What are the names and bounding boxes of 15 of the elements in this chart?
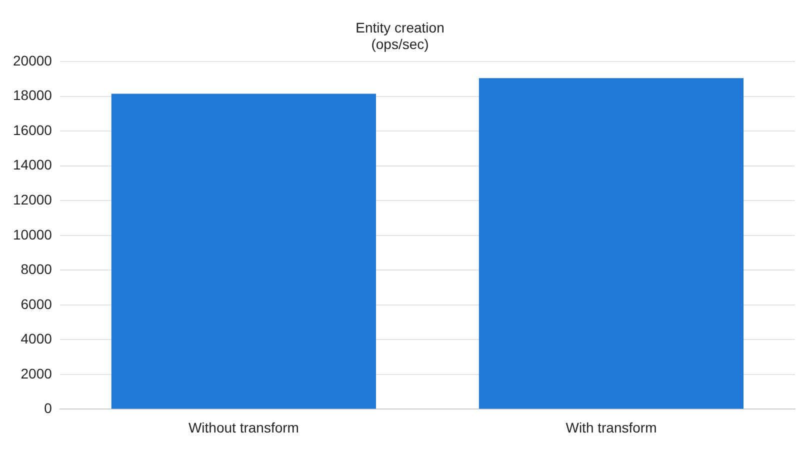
y-tick-label: 4000 xyxy=(20,330,52,347)
y-tick-label: 0 xyxy=(44,400,52,416)
y-tick-label: 10000 xyxy=(12,226,52,242)
y-tick-label: 12000 xyxy=(12,192,52,208)
y-tick-label: 20000 xyxy=(12,52,52,68)
text: Entity creation xyxy=(356,19,444,36)
y-tick-label: 6000 xyxy=(20,296,52,312)
y-tick-label: 8000 xyxy=(20,261,52,278)
y-tick-label: 18000 xyxy=(12,87,52,104)
y-tick-label: 16000 xyxy=(12,122,52,138)
text: (ops/sec) xyxy=(371,36,429,52)
x-tick-label: With transform xyxy=(566,419,657,436)
x-tick-label: Without transform xyxy=(188,419,299,436)
y-tick-label: 14000 xyxy=(12,156,52,173)
y-tick-label: 2000 xyxy=(20,365,52,382)
